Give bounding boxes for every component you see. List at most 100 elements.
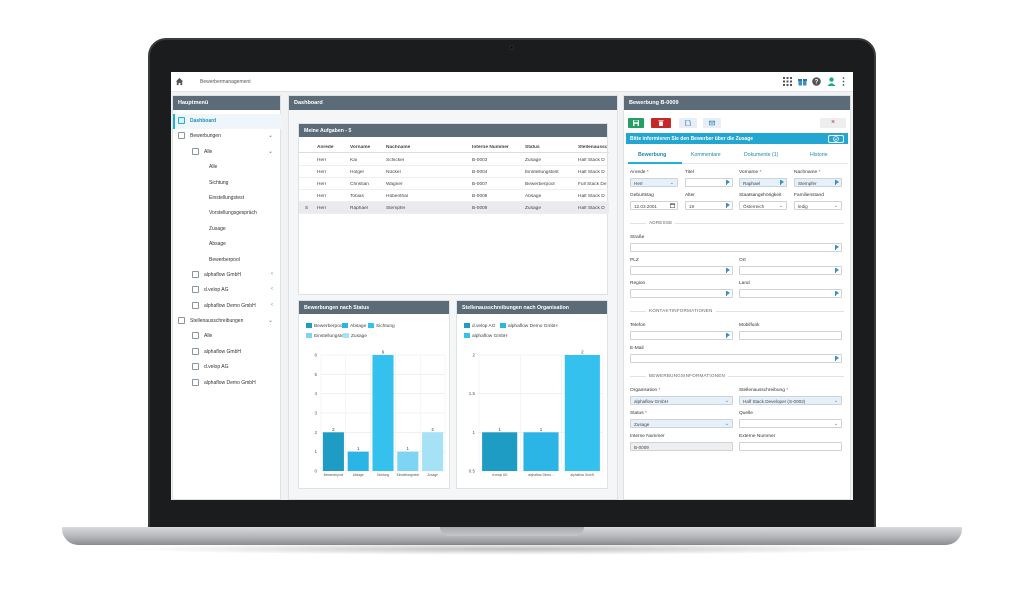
- alter-field[interactable]: 19: [685, 201, 733, 210]
- table-header: Anrede Vorname Nachname Interne Nummer Statu…: [299, 141, 609, 153]
- tab-kommentare[interactable]: Kommentare: [691, 152, 721, 158]
- organisation-select[interactable]: alphaflow GmbH ⌄: [630, 396, 733, 405]
- document-button[interactable]: [679, 118, 697, 128]
- home-icon[interactable]: [175, 77, 184, 86]
- chevron-down-icon: ⌄: [724, 397, 729, 404]
- sidebar-item[interactable]: Alle: [173, 329, 281, 344]
- chevron-icon[interactable]: ‹: [271, 301, 273, 308]
- chevron-down-icon: ⌄: [778, 202, 783, 209]
- column-header[interactable]: Anrede: [317, 144, 334, 150]
- sidebar-item[interactable]: Bewerbungen ⌄: [173, 129, 281, 144]
- sidebar-item[interactable]: alphaflow Demo GmbH ‹: [173, 299, 281, 314]
- externe-nummer-field[interactable]: [739, 442, 842, 451]
- anrede-select[interactable]: Herr ⌄: [630, 178, 678, 187]
- email-field[interactable]: [630, 354, 842, 363]
- chevron-icon[interactable]: ⌄: [267, 318, 273, 325]
- sidebar-item[interactable]: Einstellungstest: [173, 191, 281, 206]
- staatsangehoerigkeit-select[interactable]: Österreich ⌄: [739, 201, 787, 210]
- delete-button[interactable]: [651, 118, 671, 128]
- legend-item[interactable]: Bewerberpool: [306, 323, 344, 329]
- organisation-chart-panel: Stellenausschreibungen nach Organisation…: [456, 300, 608, 489]
- sidebar-item[interactable]: Zusage: [173, 222, 281, 237]
- table-row[interactable]: S Herr Raphael Stempfer B-0009 Zusage Half Sta…: [299, 202, 609, 214]
- quelle-select[interactable]: ⌄: [739, 419, 842, 428]
- help-icon[interactable]: ?: [812, 77, 821, 86]
- chevron-down-icon: ⌄: [724, 420, 729, 427]
- table-row[interactable]: Herr Christian Wagner B-0007 Bewerberpool Ful…: [299, 178, 609, 190]
- sidebar-item[interactable]: Stellenausschreibungen ⌄: [173, 314, 281, 329]
- vorname-field[interactable]: Raphael: [739, 178, 787, 187]
- apps-grid-icon[interactable]: [783, 77, 792, 86]
- sidebar-item[interactable]: Vorstellungsgespräch: [173, 206, 281, 221]
- gift-icon[interactable]: [798, 77, 807, 86]
- calendar-icon[interactable]: [670, 203, 675, 208]
- tab-dokumente[interactable]: Dokumente (1): [744, 152, 779, 158]
- mobilfunk-field[interactable]: [739, 331, 842, 340]
- sidebar-item[interactable]: Bewerberpool: [173, 253, 281, 268]
- camera: [509, 45, 514, 50]
- sidebar-item[interactable]: Alle: [173, 160, 281, 175]
- acknowledge-button[interactable]: [828, 134, 844, 143]
- nachname-field[interactable]: Stempfer: [794, 178, 842, 187]
- more-vert-icon[interactable]: [841, 77, 846, 86]
- table-row[interactable]: Herr Holger Nückel B-0004 Einstellungstest Ha…: [299, 166, 609, 178]
- column-header[interactable]: Stellenaussc: [578, 144, 608, 150]
- tab-bewerbung[interactable]: Bewerbung: [638, 152, 667, 158]
- strasse-field[interactable]: [630, 243, 842, 252]
- column-header[interactable]: Vorname: [350, 144, 371, 150]
- legend-item[interactable]: Absage: [342, 323, 366, 329]
- stellenausschreibung-select[interactable]: Half Stack Developer (S-0002) ⌄: [739, 396, 842, 405]
- legend-item[interactable]: alphaflow GmbH: [464, 333, 507, 339]
- chevron-icon[interactable]: ⌄: [267, 148, 273, 155]
- bar[interactable]: [482, 432, 518, 471]
- trash-icon: [658, 120, 664, 126]
- close-button[interactable]: ×: [820, 118, 846, 128]
- bar[interactable]: [347, 451, 369, 471]
- land-field[interactable]: [739, 289, 842, 298]
- column-header[interactable]: Nachname: [386, 144, 411, 150]
- ort-field[interactable]: [739, 266, 842, 275]
- telefon-field[interactable]: [630, 331, 733, 340]
- table-row[interactable]: Herr Tobias Hübenthal B-0008 Absage Half Stac…: [299, 190, 609, 202]
- chevron-icon[interactable]: ⌄: [267, 133, 273, 140]
- sidebar-item[interactable]: Dashboard: [173, 114, 281, 130]
- legend-item[interactable]: Zusage: [343, 333, 367, 339]
- status-select[interactable]: Zusage ⌄: [630, 419, 733, 428]
- bar[interactable]: [523, 432, 559, 471]
- legend-item[interactable]: Einstellungstest: [306, 333, 348, 339]
- legend-item[interactable]: d.velop AG: [464, 323, 495, 329]
- user-icon[interactable]: [827, 77, 836, 86]
- sidebar-item[interactable]: d.velop AG ‹: [173, 283, 281, 298]
- bar[interactable]: [372, 355, 394, 471]
- organisation-chart: 0.5 1 1.5 2 1 d.velop AG 1 alphaflow Demo... 2 al…: [469, 350, 604, 477]
- sidebar-item[interactable]: alphaflow GmbH: [173, 345, 281, 360]
- plz-field[interactable]: [630, 266, 733, 275]
- mail-button[interactable]: [703, 118, 721, 128]
- bar[interactable]: [397, 451, 419, 471]
- legend-item[interactable]: Sichtung: [368, 323, 395, 329]
- region-field[interactable]: [630, 289, 733, 298]
- column-header[interactable]: Status: [525, 144, 540, 150]
- table-cell: B-0008: [472, 193, 488, 199]
- bar[interactable]: [322, 432, 344, 471]
- sidebar-item[interactable]: d.velop AG: [173, 360, 281, 375]
- table-row[interactable]: Herr Kai Schicker B-0003 Zusage Half Stack D: [299, 154, 609, 166]
- titel-field[interactable]: [685, 178, 733, 187]
- chevron-icon[interactable]: ‹: [271, 270, 273, 277]
- save-button[interactable]: [628, 118, 644, 128]
- sidebar-item[interactable]: Alle ⌄: [173, 145, 281, 160]
- sidebar-item[interactable]: Absage: [173, 237, 281, 252]
- legend-item[interactable]: alphaflow Demo GmbH: [500, 323, 558, 329]
- familienstand-select[interactable]: ledig ⌄: [794, 201, 842, 210]
- sidebar-item[interactable]: alphaflow GmbH ‹: [173, 268, 281, 283]
- table-cell: Half Stack D: [578, 157, 605, 163]
- sidebar-item[interactable]: Sichtung: [173, 176, 281, 191]
- bar[interactable]: [564, 355, 600, 471]
- geburtstag-field[interactable]: 12.03.2001: [630, 201, 678, 210]
- sidebar-item[interactable]: alphaflow Demo GmbH: [173, 376, 281, 391]
- tab-historie[interactable]: Historie: [810, 152, 828, 158]
- bar[interactable]: [422, 432, 444, 471]
- chevron-icon[interactable]: ‹: [271, 286, 273, 293]
- column-header[interactable]: Interne Nummer: [472, 144, 509, 150]
- lookup-arrow-icon: [835, 268, 839, 273]
